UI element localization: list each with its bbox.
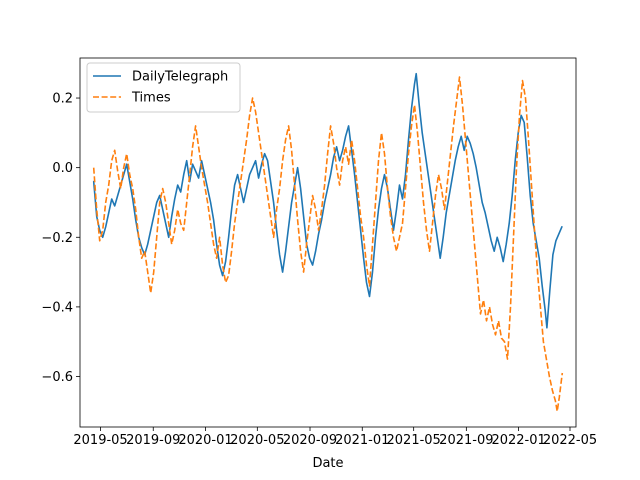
y-tick-label: −0.4 <box>41 300 73 315</box>
legend-label-times: Times <box>131 91 171 106</box>
x-tick-label: 2020-09 <box>283 433 337 448</box>
x-axis-label: Date <box>312 456 343 471</box>
plot-frame <box>79 57 577 428</box>
legend-box <box>86 62 241 113</box>
series-line-dailytelegraph <box>92 72 563 329</box>
y-tick-label: 0.0 <box>52 161 73 176</box>
x-tick-label: 2021-05 <box>387 433 441 448</box>
x-axis: 2019-052019-092020-012020-052020-092021-… <box>73 427 597 448</box>
y-tick-label: 0.2 <box>52 92 73 107</box>
legend-label-dailytelegraph: DailyTelegraph <box>132 70 228 85</box>
x-tick-label: 2020-05 <box>230 433 284 448</box>
x-tick-label: 2022-05 <box>543 433 597 448</box>
x-tick-label: 2019-05 <box>73 433 127 448</box>
x-tick-label: 2019-09 <box>126 433 180 448</box>
y-axis: −0.6 −0.4 −0.2 0.0 0.2 <box>41 92 80 385</box>
series-line-times <box>92 76 564 413</box>
x-tick-label: 2021-01 <box>335 433 389 448</box>
legend: DailyTelegraph Times <box>86 62 241 113</box>
x-tick-label: 2022-01 <box>491 433 545 448</box>
x-tick-label: 2021-09 <box>439 433 493 448</box>
y-tick-label: −0.2 <box>41 231 73 246</box>
x-tick-label: 2020-01 <box>178 433 232 448</box>
y-tick-label: −0.6 <box>41 370 73 385</box>
series-layer <box>92 72 564 413</box>
